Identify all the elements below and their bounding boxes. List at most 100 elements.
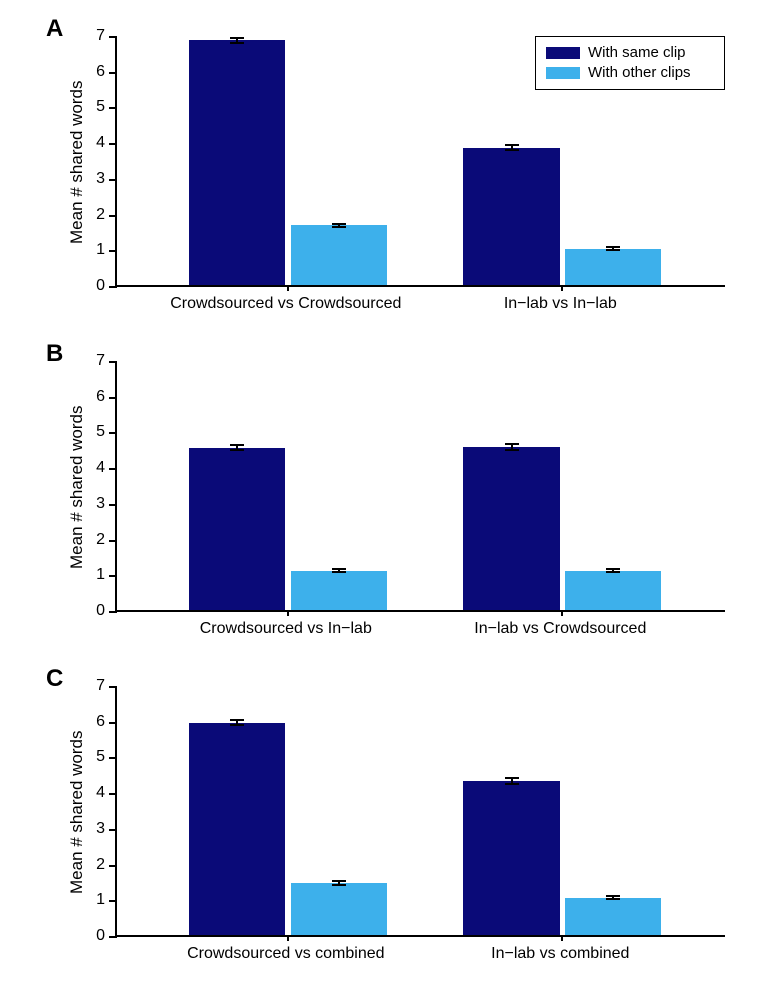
y-axis-label: Mean # shared words (67, 731, 87, 894)
y-tick-label: 4 (96, 459, 117, 477)
y-tick-label: 2 (96, 531, 117, 549)
bar (565, 249, 661, 285)
error-cap-top (332, 880, 346, 882)
error-cap-top (230, 719, 244, 721)
bar (565, 571, 661, 610)
error-bar (511, 778, 513, 784)
error-bar (236, 38, 238, 44)
error-bar (612, 569, 614, 572)
y-tick-label: 2 (96, 856, 117, 874)
panel-B: B 0 1 2 3 4 5 6 7 Mean # shared words Crowdsourced… (0, 340, 763, 645)
x-tick-label: In−lab vs combined (491, 945, 629, 963)
error-cap-bot (505, 783, 519, 785)
bar (189, 723, 285, 936)
legend-label: With other clips (588, 63, 691, 83)
error-cap-bot (332, 884, 346, 886)
y-tick-label: 1 (96, 566, 117, 584)
y-tick-label: 3 (96, 820, 117, 838)
x-tick-mark (561, 610, 563, 616)
error-cap-bot (505, 449, 519, 451)
y-tick-label: 1 (96, 891, 117, 909)
x-tick-mark (561, 935, 563, 941)
bar (565, 898, 661, 936)
bar (291, 883, 387, 935)
x-tick-label: Crowdsourced vs In−lab (200, 620, 372, 638)
bar (463, 148, 559, 286)
error-cap-bot (606, 571, 620, 573)
y-axis-label: Mean # shared words (67, 406, 87, 569)
x-tick-label: In−lab vs In−lab (504, 295, 617, 313)
error-bar (612, 896, 614, 899)
y-tick-label: 6 (96, 388, 117, 406)
legend-swatch (546, 47, 580, 59)
x-tick-label: In−lab vs Crowdsourced (474, 620, 646, 638)
error-bar (612, 247, 614, 251)
bar (463, 781, 559, 935)
y-tick-label: 6 (96, 713, 117, 731)
plot-area-C: 01234567 (115, 687, 725, 937)
y-tick-label: 4 (96, 784, 117, 802)
y-tick-label: 3 (96, 495, 117, 513)
error-cap-bot (606, 249, 620, 251)
y-tick-label: 7 (96, 352, 117, 370)
error-bar (236, 445, 238, 449)
y-tick-label: 1 (96, 241, 117, 259)
error-bar (338, 224, 340, 228)
error-cap-bot (505, 149, 519, 151)
legend-item: With other clips (546, 63, 714, 83)
error-cap-top (332, 223, 346, 225)
error-bar (236, 720, 238, 725)
panel-label-B: B (46, 340, 63, 368)
error-cap-bot (332, 571, 346, 573)
bar (291, 571, 387, 610)
y-tick-label: 3 (96, 170, 117, 188)
legend: With same clipWith other clips (535, 36, 725, 90)
y-tick-label: 7 (96, 27, 117, 45)
y-tick-label: 5 (96, 423, 117, 441)
x-tick-label: Crowdsourced vs combined (187, 945, 384, 963)
error-cap-bot (230, 724, 244, 726)
error-cap-top (505, 443, 519, 445)
bar (189, 40, 285, 285)
panel-label-A: A (46, 15, 63, 43)
error-cap-top (230, 444, 244, 446)
bar (291, 225, 387, 285)
figure-root: A01234567Mean # shared wordsCrowdsourced… (0, 0, 763, 992)
error-cap-bot (230, 449, 244, 451)
error-bar (511, 145, 513, 149)
legend-swatch (546, 67, 580, 79)
y-tick-label: 2 (96, 206, 117, 224)
y-tick-label: 4 (96, 134, 117, 152)
error-bar (511, 444, 513, 450)
error-cap-top (230, 37, 244, 39)
error-cap-top (606, 246, 620, 248)
error-cap-top (505, 144, 519, 146)
panel-C: C01234567Mean # shared wordsCrowdsourced… (0, 665, 763, 970)
x-tick-mark (287, 935, 289, 941)
legend-label: With same clip (588, 43, 686, 63)
bar (463, 447, 559, 610)
legend-item: With same clip (546, 43, 714, 63)
error-cap-top (505, 777, 519, 779)
x-tick-label: Crowdsourced vs Crowdsourced (170, 295, 401, 313)
x-tick-mark (561, 285, 563, 291)
y-tick-label: 0 (96, 277, 117, 295)
error-cap-bot (230, 42, 244, 44)
y-tick-label: 7 (96, 677, 117, 695)
y-tick-label: 0 (96, 602, 117, 620)
panel-label-C: C (46, 665, 63, 693)
y-tick-label: 0 (96, 927, 117, 945)
y-axis-label: Mean # shared words (67, 81, 87, 244)
x-tick-mark (287, 285, 289, 291)
error-bar (338, 881, 340, 885)
error-bar (338, 569, 340, 572)
error-cap-top (606, 568, 620, 570)
error-cap-top (606, 895, 620, 897)
y-tick-label: 5 (96, 748, 117, 766)
y-tick-label: 6 (96, 63, 117, 81)
x-tick-mark (287, 610, 289, 616)
error-cap-bot (332, 226, 346, 228)
error-cap-bot (606, 898, 620, 900)
y-tick-label: 5 (96, 98, 117, 116)
error-cap-top (332, 568, 346, 570)
